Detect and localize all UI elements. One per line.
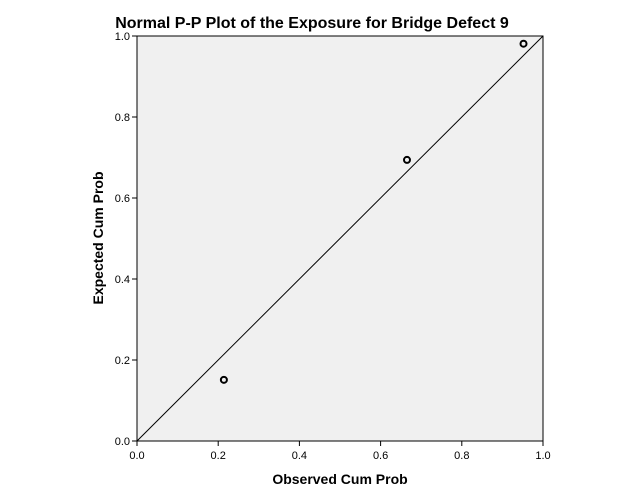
x-tick-label: 0.8 bbox=[454, 450, 469, 462]
chart-title: Normal P-P Plot of the Exposure for Brid… bbox=[115, 15, 509, 32]
data-point bbox=[219, 375, 228, 384]
y-tick-label: 1.0 bbox=[115, 31, 130, 43]
y-tick-label: 0.4 bbox=[115, 274, 130, 286]
y-tick-label: 0.0 bbox=[115, 436, 130, 448]
x-axis: 0.0 0.2 0.4 0.6 0.8 1.0 bbox=[129, 441, 551, 462]
data-point bbox=[519, 39, 528, 48]
x-tick-label: 0.0 bbox=[129, 450, 144, 462]
x-axis-title: Observed Cum Prob bbox=[272, 471, 407, 487]
y-tick-label: 0.6 bbox=[115, 193, 130, 205]
reference-line bbox=[136, 35, 544, 442]
data-point bbox=[402, 155, 411, 164]
y-axis: 0.0 0.2 0.4 0.6 0.8 1.0 bbox=[115, 31, 137, 448]
y-axis-title: Expected Cum Prob bbox=[90, 171, 106, 304]
x-tick-label: 0.2 bbox=[211, 450, 226, 462]
x-tick-label: 0.6 bbox=[373, 450, 388, 462]
data-points bbox=[219, 39, 528, 384]
y-tick-label: 0.8 bbox=[115, 112, 130, 124]
x-tick-label: 1.0 bbox=[535, 450, 550, 462]
y-tick-label: 0.2 bbox=[115, 355, 130, 367]
x-tick-label: 0.4 bbox=[292, 450, 307, 462]
